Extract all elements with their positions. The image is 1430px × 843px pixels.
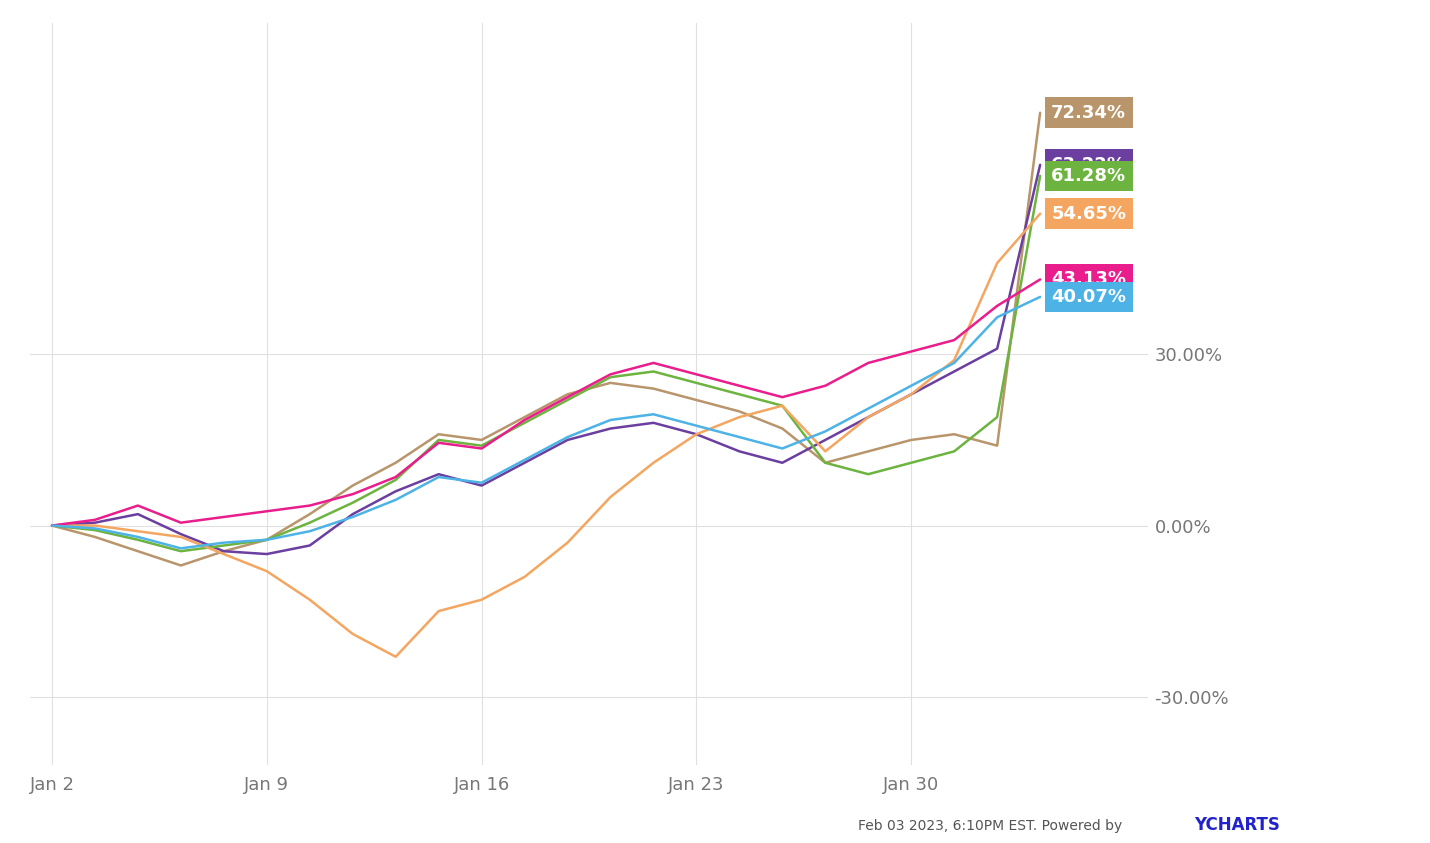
Text: YCHARTS: YCHARTS — [1194, 816, 1280, 835]
Text: 40.07%: 40.07% — [1051, 288, 1127, 306]
Text: 63.22%: 63.22% — [1051, 156, 1127, 174]
Text: 54.65%: 54.65% — [1051, 205, 1127, 223]
Text: Feb 03 2023, 6:10PM EST. Powered by: Feb 03 2023, 6:10PM EST. Powered by — [858, 819, 1127, 834]
Text: 61.28%: 61.28% — [1051, 167, 1127, 185]
Text: 72.34%: 72.34% — [1051, 104, 1127, 121]
Text: 43.13%: 43.13% — [1051, 271, 1127, 288]
